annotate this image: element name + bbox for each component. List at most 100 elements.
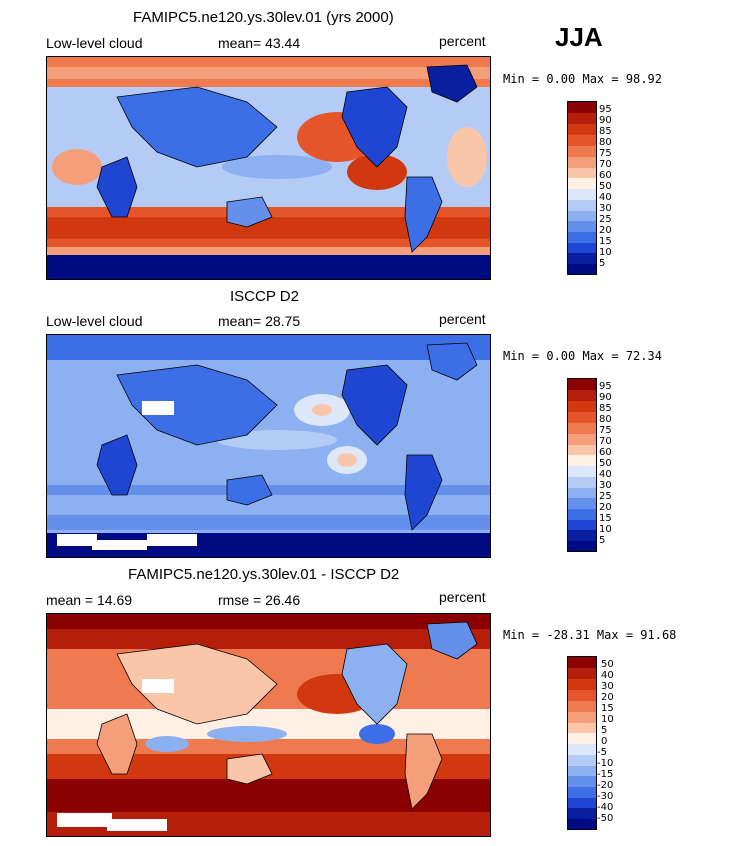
colorbar-3-tick: -15 [597,769,614,780]
colorbar-2-swatch [568,488,596,498]
colorbar-1-swatch [568,113,596,124]
colorbar-1-swatch [568,232,596,243]
colorbar-3-tick: -40 [597,802,614,813]
colorbar-1-tick: 25 [599,214,612,225]
colorbar-3-swatch [568,690,596,701]
panel-1-mean-label: mean= 43.44 [218,35,301,51]
colorbar-1-tick: 15 [599,236,612,247]
panel-3-mean-label: mean = 14.69 [46,592,133,608]
colorbar-2-tick: 15 [599,513,612,524]
colorbar-1-tick: 40 [599,192,612,203]
colorbar-3-swatch [568,723,596,733]
colorbar-1-tick: 85 [599,126,612,137]
colorbar-1-tick: 60 [599,170,612,181]
panel-1-variable-label: Low-level cloud [46,35,143,51]
colorbar-3-tick: 50 [601,659,614,670]
colorbar-1-tick: 75 [599,148,612,159]
panel-2-units-label: percent [439,311,486,327]
colorbar-3-swatch [568,798,596,808]
panel-3-map-svg [47,614,490,836]
colorbar-1-tick: 5 [599,258,606,269]
colorbar-1-tick: 90 [599,115,612,126]
panel-1-map [46,56,491,280]
colorbar-3-tick: 5 [601,725,608,736]
colorbar-1-swatch [568,124,596,135]
colorbar-2-swatch [568,390,596,401]
panel-3-title: FAMIPC5.ne120.ys.30lev.01 - ISCCP D2 [128,566,400,583]
colorbar-1-swatch [568,200,596,211]
panel-3-rmse-label: rmse = 26.46 [218,592,301,608]
colorbar-2-swatch [568,466,596,477]
colorbar-2-tick: 5 [599,535,606,546]
panel-3-colorbar [567,656,597,830]
panel-2-colorbar [567,378,597,552]
colorbar-3-swatch [568,668,596,679]
colorbar-3-swatch [568,776,596,787]
colorbar-2-swatch [568,477,596,488]
colorbar-2-tick: 95 [599,381,612,392]
colorbar-3-tick: -20 [597,780,614,791]
colorbar-1-swatch [568,157,596,168]
panel-3-map [46,613,491,837]
colorbar-3-swatch [568,819,596,829]
panel-1-title: FAMIPC5.ne120.ys.30lev.01 (yrs 2000) [133,9,394,26]
colorbar-3-tick: -50 [597,813,614,824]
colorbar-2-swatch [568,423,596,434]
panel-2-map-svg [47,335,490,557]
colorbar-2-swatch [568,520,596,530]
season-label: JJA [555,22,603,52]
colorbar-1-swatch [568,189,596,200]
colorbar-3-tick: 30 [601,681,614,692]
colorbar-2-tick: 85 [599,403,612,414]
colorbar-2-swatch [568,455,596,466]
colorbar-3-swatch [568,733,596,744]
colorbar-1-swatch [568,146,596,157]
colorbar-1-swatch [568,243,596,253]
panel-1-minmax: Min = 0.00 Max = 98.92 [503,72,662,86]
colorbar-2-tick: 50 [599,458,612,469]
colorbar-3-tick: 10 [601,714,614,725]
colorbar-1-swatch [568,264,596,274]
colorbar-1-tick: 50 [599,181,612,192]
colorbar-2-tick: 75 [599,425,612,436]
colorbar-2-tick: 70 [599,436,612,447]
colorbar-2-tick: 25 [599,491,612,502]
panel-2-variable-label: Low-level cloud [46,313,143,329]
colorbar-1-tick: 80 [599,137,612,148]
colorbar-3-tick: 0 [601,736,608,747]
colorbar-3-swatch [568,679,596,690]
colorbar-1-tick: 95 [599,104,612,115]
colorbar-3-tick: -5 [597,747,607,758]
panel-1-units-label: percent [439,33,486,49]
colorbar-2-tick: 10 [599,524,612,535]
panel-3-minmax: Min = -28.31 Max = 91.68 [503,628,677,642]
panel-2-minmax: Min = 0.00 Max = 72.34 [503,349,662,363]
colorbar-1-swatch [568,253,596,264]
colorbar-3-swatch [568,701,596,712]
colorbar-2-tick: 60 [599,447,612,458]
colorbar-2-tick: 90 [599,392,612,403]
colorbar-2-tick: 20 [599,502,612,513]
colorbar-1-tick: 20 [599,225,612,236]
colorbar-1-tick: 30 [599,203,612,214]
colorbar-2-swatch [568,445,596,455]
colorbar-3-swatch [568,808,596,819]
colorbar-2-swatch [568,509,596,520]
colorbar-3-tick: 40 [601,670,614,681]
colorbar-2-swatch [568,412,596,423]
colorbar-1-swatch [568,135,596,146]
panel-1-map-svg [47,57,490,279]
colorbar-3-swatch [568,766,596,776]
colorbar-1-tick: 10 [599,247,612,258]
panel-2-title: ISCCP D2 [230,288,299,305]
colorbar-1-tick: 70 [599,159,612,170]
colorbar-2-tick: 40 [599,469,612,480]
colorbar-3-swatch [568,787,596,798]
colorbar-3-swatch [568,657,596,668]
colorbar-2-swatch [568,434,596,445]
panel-2-mean-label: mean= 28.75 [218,313,301,329]
colorbar-3-swatch [568,744,596,755]
colorbar-3-tick: -10 [597,758,614,769]
panel-2-map [46,334,491,558]
colorbar-2-swatch [568,530,596,541]
